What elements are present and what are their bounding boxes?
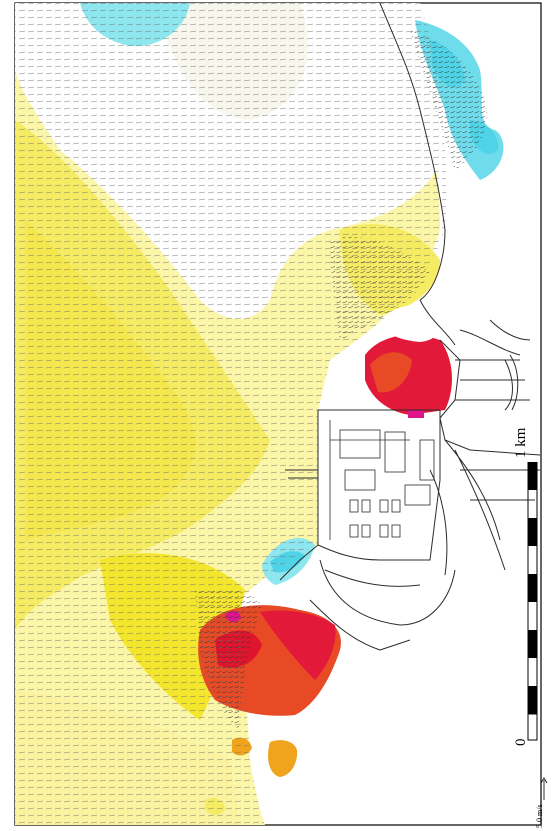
coastline-upper [379,3,446,301]
land-infrastructure [279,3,541,651]
velocity-legend: 5.0 m/s [535,777,548,828]
plant-buildings [329,420,435,540]
legend-velocity-label: 5.0 m/s [535,804,544,828]
scale-seg-5 [528,574,537,602]
scale-end-label: 1 km [513,427,529,458]
scale-seg-9 [528,686,537,714]
velocity-vectors [15,3,447,825]
scale-start-label: 0 [513,739,529,747]
pier-left [285,469,318,479]
scale-seg-7 [528,630,537,658]
scale-seg-10 [527,713,538,741]
zone-orange-bottom [268,740,298,777]
velocity-vectors-coastal [195,30,488,730]
scale-bar: 0 1 km [513,427,538,747]
scale-seg-3 [528,518,537,546]
scale-seg-1 [528,462,537,490]
